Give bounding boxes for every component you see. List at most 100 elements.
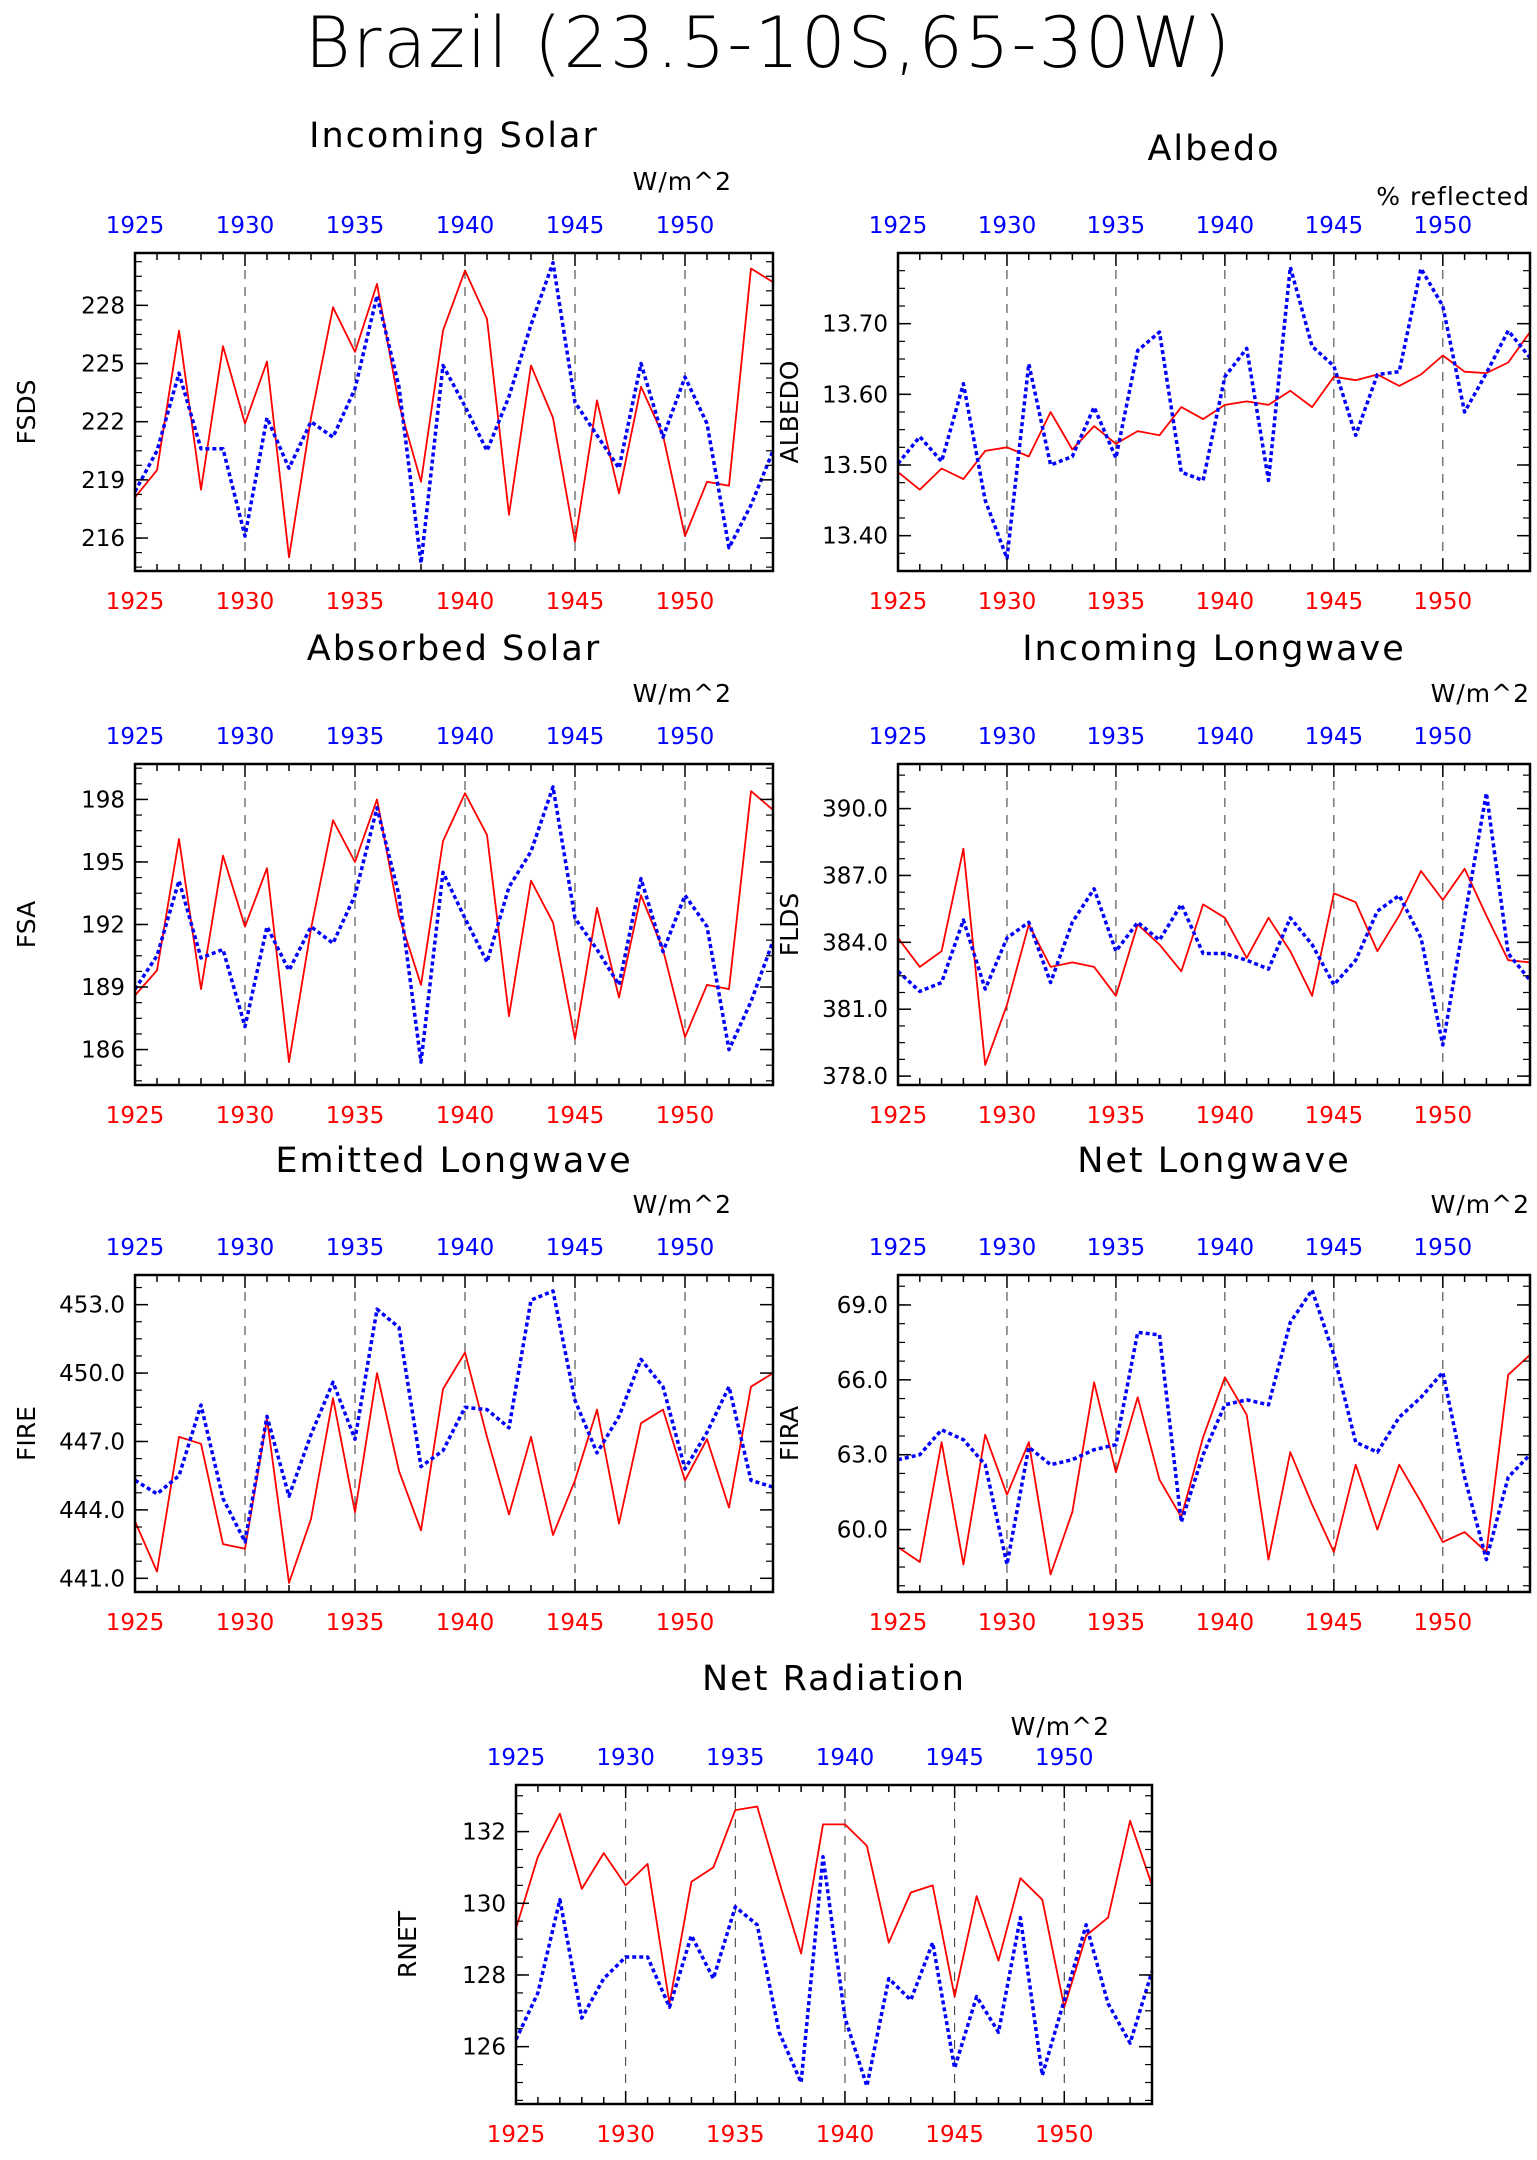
chart-title: Absorbed Solar (307, 629, 601, 669)
y-tick-label: 216 (81, 526, 125, 552)
y-tick-label: 13.60 (822, 382, 888, 408)
x-tick-label-top: 1930 (216, 724, 275, 750)
y-axis-label: RNET (393, 1910, 422, 1978)
chart-panel-fira: Net Longwave W/m^2 1925 1925 1930 1930 1935 193… (775, 1141, 1532, 1636)
x-tick-label-bottom: 1935 (1087, 1103, 1146, 1129)
y-axis-label: FLDS (775, 893, 804, 956)
x-tick-label-top: 1940 (816, 1745, 875, 1771)
series-red (897, 847, 1531, 1066)
y-axis-label: FIRE (12, 1406, 41, 1461)
units-label: W/m^2 (633, 679, 732, 708)
y-tick-label: 387.0 (822, 863, 888, 889)
y-tick-label: 66.0 (837, 1368, 888, 1394)
y-tick-label: 60.0 (837, 1518, 888, 1544)
units-label: W/m^2 (1431, 1190, 1530, 1219)
plot-frame (133, 251, 775, 573)
x-tick-label-top: 1950 (1414, 724, 1473, 750)
x-tick-label-bottom: 1925 (869, 1610, 928, 1636)
y-tick-label: 453.0 (59, 1293, 125, 1319)
x-tick-label-top: 1950 (1414, 213, 1473, 239)
y-tick-label: 63.0 (837, 1443, 888, 1469)
x-tick-label-top: 1945 (1305, 1235, 1364, 1261)
y-tick-label: 132 (462, 1820, 506, 1846)
x-tick-label-bottom: 1945 (925, 2122, 984, 2148)
chart-panel-fsa: Absorbed Solar W/m^2 1925 1925 1930 1930 1935 1… (12, 629, 775, 1129)
chart-panel-rnet: Net Radiation W/m^2 1925 1925 1930 1930 1935 19… (393, 1659, 1154, 2148)
series-blue (514, 1854, 1154, 2088)
chart-title: Albedo (1147, 129, 1280, 169)
chart-title: Incoming Longwave (1022, 629, 1406, 669)
x-tick-label-top: 1925 (106, 1235, 165, 1261)
chart-panel-flds: Incoming Longwave W/m^2 1925 1925 1930 1930 19… (775, 629, 1532, 1129)
chart-title: Net Radiation (702, 1659, 966, 1699)
y-tick-label: 128 (462, 1963, 506, 1989)
y-tick-label: 198 (81, 787, 125, 813)
x-tick-label-top: 1940 (436, 213, 495, 239)
x-tick-label-bottom: 1940 (436, 1103, 495, 1129)
x-tick-label-bottom: 1925 (106, 1610, 165, 1636)
y-tick-label: 195 (81, 850, 125, 876)
x-tick-label-top: 1935 (326, 213, 385, 239)
units-label: W/m^2 (633, 167, 732, 196)
x-tick-label-top: 1935 (326, 1235, 385, 1261)
x-tick-label-top: 1930 (978, 1235, 1037, 1261)
y-tick-label: 189 (81, 975, 125, 1001)
x-tick-label-top: 1945 (1305, 213, 1364, 239)
series-blue (897, 1288, 1532, 1567)
x-tick-label-bottom: 1945 (1305, 589, 1364, 615)
series-red (134, 267, 774, 559)
x-tick-label-bottom: 1950 (1035, 2122, 1094, 2148)
x-tick-label-bottom: 1925 (869, 589, 928, 615)
x-tick-label-top: 1935 (706, 1745, 765, 1771)
y-tick-label: 130 (462, 1891, 506, 1917)
x-tick-label-bottom: 1940 (1196, 1610, 1255, 1636)
x-tick-label-top: 1950 (656, 1235, 715, 1261)
series-blue (133, 785, 775, 1064)
x-tick-label-bottom: 1930 (978, 1103, 1037, 1129)
units-label: W/m^2 (1011, 1712, 1110, 1741)
x-tick-label-bottom: 1930 (596, 2122, 655, 2148)
x-tick-label-bottom: 1945 (1305, 1103, 1364, 1129)
x-tick-label-top: 1945 (1305, 724, 1364, 750)
figure-title: Brazil (23.5-10S,65-30W) (304, 2, 1233, 84)
x-tick-label-top: 1930 (978, 724, 1037, 750)
x-tick-label-top: 1925 (106, 724, 165, 750)
chart-panel-fsds: Incoming Solar W/m^2 1925 1925 1930 1930 1935 1… (12, 116, 775, 615)
y-tick-label: 390.0 (822, 797, 888, 823)
x-tick-label-top: 1930 (596, 1745, 655, 1771)
x-tick-label-top: 1925 (869, 213, 928, 239)
y-tick-label: 450.0 (59, 1361, 125, 1387)
x-tick-label-top: 1950 (1414, 1235, 1473, 1261)
y-tick-label: 441.0 (59, 1566, 125, 1592)
series-blue (896, 265, 1532, 561)
plot-frame (896, 762, 1532, 1087)
x-tick-label-bottom: 1930 (978, 1610, 1037, 1636)
x-tick-label-top: 1935 (1087, 213, 1146, 239)
series-red (134, 790, 774, 1063)
chart-title: Net Longwave (1077, 1141, 1351, 1181)
x-tick-label-bottom: 1930 (216, 589, 275, 615)
y-tick-label: 186 (81, 1038, 125, 1064)
y-tick-label: 13.50 (822, 453, 888, 479)
x-tick-label-bottom: 1930 (216, 1103, 275, 1129)
y-tick-label: 69.0 (837, 1293, 888, 1319)
x-tick-label-top: 1935 (326, 724, 385, 750)
units-label: W/m^2 (1431, 679, 1530, 708)
x-tick-label-bottom: 1950 (1414, 1103, 1473, 1129)
chart-panel-albedo: Albedo % reflected 1925 1925 1930 1930 1935 193… (775, 129, 1532, 615)
x-tick-label-top: 1945 (925, 1745, 984, 1771)
y-tick-label: 126 (462, 2035, 506, 2061)
x-tick-label-bottom: 1950 (1414, 1610, 1473, 1636)
x-tick-label-top: 1945 (546, 213, 605, 239)
series-red (515, 1805, 1153, 2009)
x-tick-label-top: 1940 (1196, 1235, 1255, 1261)
series-blue (133, 260, 775, 565)
x-tick-label-top: 1925 (869, 1235, 928, 1261)
x-tick-label-bottom: 1925 (106, 589, 165, 615)
series-blue (134, 1289, 774, 1544)
series-red (897, 1354, 1531, 1576)
x-tick-label-top: 1925 (869, 724, 928, 750)
x-tick-label-top: 1945 (546, 1235, 605, 1261)
x-tick-label-bottom: 1945 (546, 1610, 605, 1636)
